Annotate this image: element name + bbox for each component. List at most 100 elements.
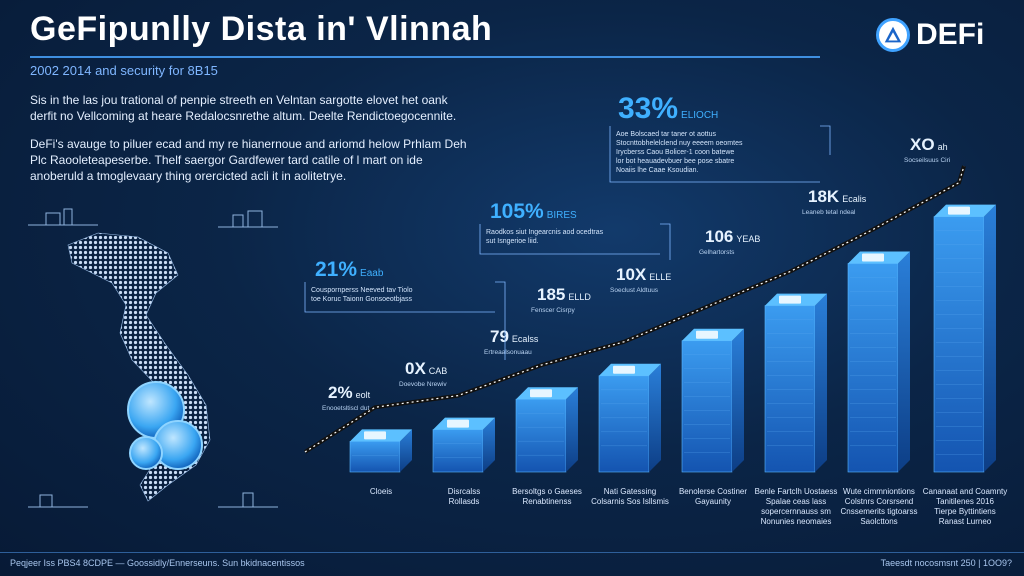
callout-leader [660,223,671,260]
trend-value-label: 0X CAB [405,359,447,378]
category-label: Disrcalss [448,487,480,496]
defi-coin-icon [129,436,163,470]
category-label: Ranast Lurneo [939,517,992,526]
category-label: Benolerse Costiner [679,487,747,496]
callout-text: toe Koruc Taionn Gonsoeotbjass [311,296,413,303]
bar-front [432,429,484,473]
trend-value-desc: Enooetsltiscl dut [322,405,370,412]
trend-value-desc: Fenscer Cisrpy [531,307,575,314]
callout-bracket [304,282,495,313]
trend-value-label: 185 ELLD [537,285,591,304]
bar-side [732,328,744,472]
bar-front [349,441,401,473]
callout-text: Noaiis lhe Caae Ksoudian. [616,167,699,174]
bar-8 [933,204,996,473]
trend-value-desc: Socseilsuus Ciri [904,157,950,164]
block-icon [364,431,386,440]
block-icon [447,419,469,428]
trend-value-desc: Ertreaalsonuaau [484,349,532,356]
category-label: Colsarnis Sos Isllsmis [591,497,669,506]
category-label: Nati Gatessing [604,487,656,496]
callout-text: Raodkos siut Ingearcnis aod ocedtras [486,229,604,236]
trend-value-label: 10X ELLE [616,265,671,284]
bar-5 [681,328,744,473]
category-label: Tanitilenes 2016 [936,497,994,506]
category-label: Cnssemerits tigtoarss [841,507,918,516]
category-label: Spalae ceas lass [766,497,826,506]
trend-value-desc: Gelhartorsts [699,249,735,256]
bar-side [984,204,996,472]
category-label: Bersoltgs o Gaeses [512,487,582,496]
bar-front [933,216,985,473]
category-label: Wute cimmniontions [843,487,915,496]
callout-bracket [609,126,820,183]
bar-7 [847,251,910,473]
bar-side [566,387,578,472]
trend-value-desc: Doevobe Nrewiv [399,381,447,388]
footer-source: Peqjeer Iss PBS4 8CDPE — Goossidly/Enner… [10,558,305,568]
bar-4 [598,363,661,473]
callout-text: sut Isngerioe liid. [486,238,539,245]
title-divider [30,56,820,58]
bar-side [815,293,827,472]
trend-value-label: 2% eolt [328,383,371,402]
intro-paragraph-1: Sis in the las jou trational of penpie s… [30,93,457,123]
vietnam-map-shape [67,232,211,502]
category-label: Colstnrs Corsrsend [845,497,913,506]
trend-value-label: 106 YEAB [705,227,760,246]
bar-6 [764,293,827,473]
category-label: Rollasds [449,497,480,506]
defi-coin-icon [153,420,203,470]
vietnam-map-illustration [28,208,278,508]
bar-3 [515,387,578,473]
trend-value-desc: Soeclust Aldtuus [610,287,659,294]
bar-front [598,375,650,473]
page-title: GeFipunlly Dista in' Vlinnah [30,10,493,48]
block-icon [530,389,552,398]
bar-front [847,263,899,473]
category-label: Cloeis [370,487,392,496]
category-label: Gayaunity [695,497,731,506]
category-label: sopercernnauss sm [761,507,831,516]
block-icon [613,365,635,374]
block-icon [948,206,970,215]
bar-front [681,340,733,473]
trend-value-label: XO ah [910,135,948,154]
trend-line-dashes [304,165,965,453]
block-icon [862,253,884,262]
bar-side [483,417,495,472]
bar-side [898,251,910,472]
callout-text: Stocnttobhelelclend nuy eeeem oeomtes [616,140,743,147]
category-label: Tierpe Byttintiens [934,507,996,516]
callout-value: 33% ELIOCH [618,92,718,125]
callout-text: lor bot heauadevbuer bee pose sbatre [616,158,734,165]
callout-text: Aoe Bolscaed tar taner ot aottus [616,131,717,138]
intro-paragraph-2: DeFi's avauge to piluer ecad and my re h… [30,137,467,183]
block-icon [779,295,801,304]
category-label: Renabtinenss [523,497,572,506]
block-icon [696,330,718,339]
trend-value-desc: Leaneb tetal ndeal [802,209,856,216]
trend-value-label: 79 Ecalss [490,327,539,346]
page-subtitle: 2002 2014 and security for 8B15 [30,63,218,78]
defi-logo-icon [876,18,910,52]
callout-bracket [479,224,660,255]
category-label: Cananaat and Coamnty [923,487,1008,496]
skyline-icon [28,208,278,508]
callout-text: Irycberss Caou Bolicer-1 coon batewe [616,149,734,156]
callout-text: Couspornperss Neeved tav Tiolo [311,287,413,294]
brand-logo: DEFi [876,18,984,52]
trend-value-label: 18K Ecalis [808,187,867,206]
brand-name: DEFi [916,18,985,51]
intro-text: Sis in the las jou trational of penpie s… [30,92,470,196]
callout-value: 105% BIRES [490,200,577,223]
bar-front [515,398,567,473]
bar-1 [349,429,412,473]
footer-divider [0,552,1024,553]
callout-leader [495,281,506,360]
callout-leader [820,125,831,155]
bar-side [400,429,412,472]
bar-2 [432,417,495,473]
bar-front [764,305,816,473]
